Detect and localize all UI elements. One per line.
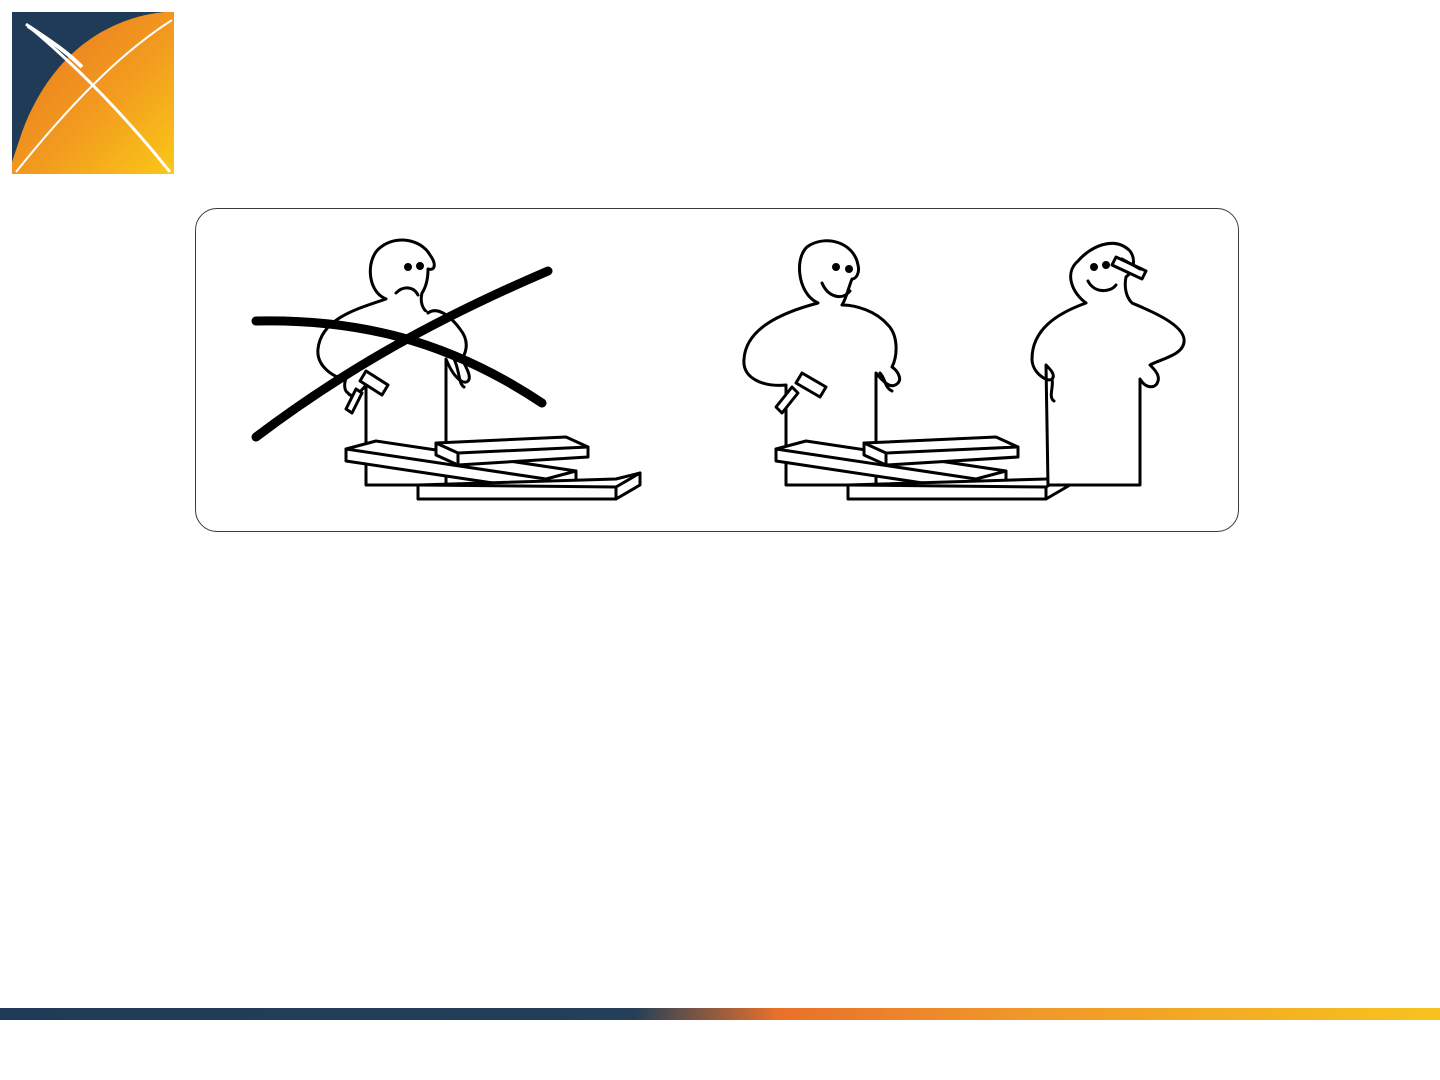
right-way-panel (742, 239, 1186, 501)
illustration-frame (195, 208, 1239, 532)
footer-color-bar (0, 1008, 1440, 1020)
hammer-icon (344, 369, 390, 415)
wrong-way-panel (251, 238, 642, 501)
happy-person-with-hammer-figure (742, 239, 902, 487)
cross-out-mark (251, 266, 553, 442)
happy-person-with-pencil-figure (1030, 241, 1186, 487)
boards-pile (344, 435, 642, 501)
pencil-icon (1110, 255, 1148, 281)
boards-pile-right (774, 435, 1072, 501)
hammer-icon (774, 371, 828, 415)
x-mark-logo-icon (12, 12, 174, 174)
